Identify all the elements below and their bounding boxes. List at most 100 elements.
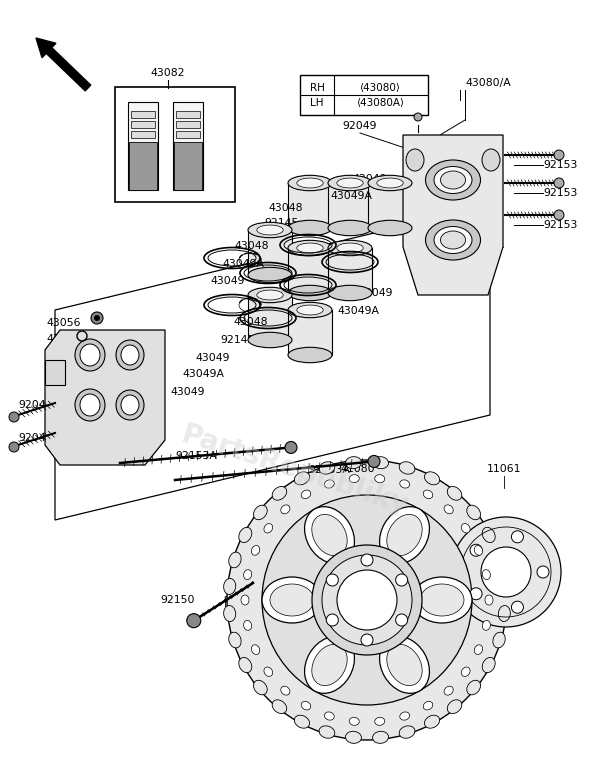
Ellipse shape xyxy=(80,394,100,416)
Ellipse shape xyxy=(373,731,389,743)
Circle shape xyxy=(326,614,338,626)
Text: 43082: 43082 xyxy=(151,68,185,78)
Circle shape xyxy=(91,312,103,324)
Circle shape xyxy=(361,554,373,566)
Ellipse shape xyxy=(482,527,495,542)
Text: 92043: 92043 xyxy=(18,400,53,410)
Ellipse shape xyxy=(241,595,249,605)
Ellipse shape xyxy=(444,686,453,695)
Ellipse shape xyxy=(499,605,511,622)
Ellipse shape xyxy=(288,303,332,317)
Ellipse shape xyxy=(75,339,105,371)
Ellipse shape xyxy=(493,633,505,648)
Ellipse shape xyxy=(425,160,481,200)
Text: 92153: 92153 xyxy=(543,188,577,198)
Bar xyxy=(131,131,155,138)
Ellipse shape xyxy=(400,480,410,488)
Ellipse shape xyxy=(399,726,415,738)
Circle shape xyxy=(337,570,397,630)
Circle shape xyxy=(9,442,19,452)
Ellipse shape xyxy=(295,715,310,728)
Text: 92145: 92145 xyxy=(220,335,254,345)
Ellipse shape xyxy=(121,395,139,415)
Text: ⟨43080⟩: ⟨43080⟩ xyxy=(359,83,400,93)
Circle shape xyxy=(470,587,482,600)
Circle shape xyxy=(554,150,564,160)
Text: 43049A: 43049A xyxy=(222,259,264,269)
Ellipse shape xyxy=(262,577,322,623)
Circle shape xyxy=(470,545,482,556)
Ellipse shape xyxy=(288,175,332,191)
Ellipse shape xyxy=(349,475,359,482)
Ellipse shape xyxy=(264,667,272,676)
Ellipse shape xyxy=(346,457,361,468)
Bar xyxy=(45,360,65,385)
Circle shape xyxy=(554,210,564,220)
Ellipse shape xyxy=(319,462,335,474)
Ellipse shape xyxy=(312,514,347,555)
Ellipse shape xyxy=(467,680,481,695)
Ellipse shape xyxy=(400,712,410,720)
Bar xyxy=(129,142,157,190)
Ellipse shape xyxy=(319,726,335,738)
Circle shape xyxy=(187,614,201,628)
Text: 92145: 92145 xyxy=(264,218,298,228)
Ellipse shape xyxy=(224,579,236,594)
Text: 92153A: 92153A xyxy=(308,465,350,475)
Ellipse shape xyxy=(368,175,412,191)
Ellipse shape xyxy=(485,595,493,605)
Ellipse shape xyxy=(248,332,292,348)
Bar xyxy=(328,248,372,293)
Bar xyxy=(115,87,235,202)
Text: 43049A: 43049A xyxy=(182,369,224,379)
Ellipse shape xyxy=(423,702,433,710)
Text: 43049: 43049 xyxy=(170,387,205,397)
Ellipse shape xyxy=(387,644,422,685)
Ellipse shape xyxy=(288,240,332,256)
Ellipse shape xyxy=(425,220,481,260)
Bar xyxy=(131,111,155,118)
Circle shape xyxy=(395,614,407,626)
Circle shape xyxy=(361,634,373,646)
Ellipse shape xyxy=(461,524,470,533)
Ellipse shape xyxy=(424,471,440,485)
Ellipse shape xyxy=(349,717,359,725)
Circle shape xyxy=(312,545,422,655)
Text: 92153A: 92153A xyxy=(175,451,217,461)
Ellipse shape xyxy=(337,243,363,253)
Circle shape xyxy=(451,517,561,627)
Ellipse shape xyxy=(75,389,105,421)
Ellipse shape xyxy=(420,584,464,616)
Ellipse shape xyxy=(312,644,347,685)
Ellipse shape xyxy=(337,178,363,188)
Ellipse shape xyxy=(423,490,433,499)
Bar xyxy=(368,183,412,228)
Text: 43057: 43057 xyxy=(46,334,80,344)
Text: 92049: 92049 xyxy=(343,121,377,131)
Ellipse shape xyxy=(474,545,482,555)
Ellipse shape xyxy=(281,505,290,513)
Ellipse shape xyxy=(229,552,241,568)
Ellipse shape xyxy=(406,149,424,171)
Ellipse shape xyxy=(399,462,415,474)
Ellipse shape xyxy=(346,731,361,743)
Circle shape xyxy=(554,178,564,188)
Ellipse shape xyxy=(328,286,372,301)
Text: 43048: 43048 xyxy=(234,241,269,251)
Ellipse shape xyxy=(264,524,272,533)
Ellipse shape xyxy=(325,480,334,488)
Bar xyxy=(176,121,200,128)
Ellipse shape xyxy=(440,231,466,249)
Ellipse shape xyxy=(305,506,355,563)
Bar xyxy=(176,131,200,138)
Ellipse shape xyxy=(297,305,323,315)
Ellipse shape xyxy=(482,149,500,171)
Ellipse shape xyxy=(295,471,310,485)
Text: ⟨43080A⟩: ⟨43080A⟩ xyxy=(356,98,404,108)
Bar xyxy=(288,183,332,228)
Ellipse shape xyxy=(248,287,292,303)
Ellipse shape xyxy=(434,226,472,254)
Bar xyxy=(128,102,158,190)
Ellipse shape xyxy=(244,620,252,630)
Text: 43049A: 43049A xyxy=(337,306,379,316)
